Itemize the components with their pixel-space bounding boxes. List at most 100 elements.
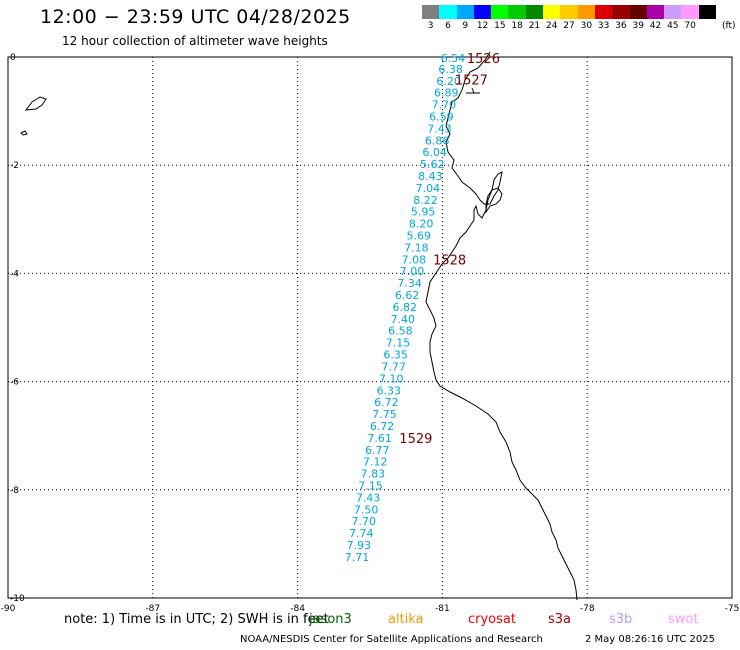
wave-height-value: 7.40 [391,313,416,326]
altimeter-track: 6.546.386.206.897.706.597.436.866.045.62… [345,52,466,564]
legend-label: 42 [649,21,662,31]
wave-height-value: 7.15 [386,337,411,350]
color-legend: 3 6 9 12 15 18 21 24 27 30 33 36 39 42 45 70 (ft) [422,5,736,31]
legend-swatch [456,5,474,19]
wave-height-value: 6.86 [425,134,450,147]
wave-height-value: 6.62 [395,289,420,302]
footer-credit: NOAA/NESDIS Center for Satellite Applica… [240,634,543,645]
wave-height-value: 7.08 [402,253,427,266]
legend-unit: (ft) [722,21,736,31]
wave-height-value: 8.22 [413,194,438,207]
x-tick-label: -87 [145,604,160,614]
legend-swatch [646,5,665,19]
y-tick-label: 0 [10,53,16,63]
wave-height-value: 6.38 [438,63,463,76]
legend-swatch [664,5,682,19]
legend-swatch [560,5,578,19]
legend-label: 24 [546,21,558,31]
wave-height-value: 7.70 [351,515,376,528]
wave-height-value: 7.77 [381,360,406,373]
x-tick-label: -90 [1,604,16,614]
satellite-s3b: s3b [609,612,633,627]
legend-swatch [422,5,440,19]
y-tick-label: -6 [10,378,19,388]
wave-height-value: 7.43 [427,122,452,135]
y-tick-label: -10 [10,594,25,604]
legend-swatch [525,5,544,19]
wave-height-value: 6.04 [422,146,447,159]
wave-height-value: 7.34 [397,277,422,290]
graticule: -90 -87 -84 -81 -78 -75 0 -2 -4 -6 -8 -10 [1,53,740,614]
legend-swatch [612,5,630,19]
satellite-jason3: jason3 [309,612,352,627]
legend-label: 18 [511,21,523,31]
footer-generated-time: 2 May 08:26:16 UTC 2025 [585,634,715,645]
wave-height-value: 7.50 [354,503,379,516]
coastline-galapagos-islet [20,130,28,136]
wave-height-value: 7.18 [404,241,429,254]
coastline [20,51,578,601]
x-tick-label: -84 [290,604,305,614]
coastline-inlet [466,87,480,94]
coastline-galapagos-island [24,96,47,111]
map-frame [7,56,733,599]
wave-height-value: 7.00 [400,265,425,278]
satellite-altika: altika [388,612,424,627]
wave-height-value: 5.62 [420,158,445,171]
wave-height-value: 7.61 [367,432,392,445]
wave-height-value: 6.72 [370,420,395,433]
wave-height-value: 8.20 [409,218,434,231]
wave-height-value: 6.72 [374,396,399,409]
legend-label: 70 [684,21,696,31]
satellite-s3a: s3a [548,612,572,627]
legend-swatch [473,5,492,19]
legend-swatch [439,5,457,19]
legend-label: 6 [445,21,451,31]
legend-label: 3 [427,21,434,31]
legend-label: 9 [462,21,469,31]
footer-note: note: 1) Time is in UTC; 2) SWH is in fe… [64,612,329,627]
legend-label: 39 [632,21,644,31]
x-tick-label: -75 [725,604,740,614]
y-tick-label: -8 [10,486,19,496]
pass-time-label: 1527 [455,74,488,89]
legend-swatch [594,5,613,19]
x-tick-label: -81 [435,604,450,614]
pass-time-label: 1526 [467,52,500,67]
wave-height-value: 7.04 [416,182,441,195]
legend-swatch [543,5,561,19]
wave-height-value: 6.54 [441,52,466,65]
legend-label: 36 [615,21,627,31]
wave-height-value: 6.89 [434,87,459,100]
wave-height-value: 7.71 [345,551,370,564]
wave-height-value: 7.10 [379,372,404,385]
wave-height-value: 7.12 [363,456,388,469]
wave-height-value: 6.35 [383,349,408,362]
wave-height-value: 8.43 [418,170,443,183]
y-tick-label: -2 [10,161,19,171]
y-tick-label: -4 [10,269,19,279]
legend-swatches [422,5,717,19]
pass-time-label: 1528 [433,253,466,268]
wave-height-value: 6.33 [377,384,402,397]
wave-height-value: 7.75 [372,408,397,421]
legend-labels: 3 6 9 12 15 18 21 24 27 30 33 36 39 42 45 70 [422,21,716,31]
wave-height-value: 6.59 [429,111,454,124]
wave-height-value: 6.82 [393,301,418,314]
pass-time-labels: 1526 1527 1528 1529 [399,52,500,447]
legend-swatch [577,5,595,19]
legend-label: 15 [494,21,506,31]
page-title: 12:00 − 23:59 UTC 04/28/2025 [40,6,351,28]
page-subtitle: 12 hour collection of altimeter wave hei… [62,34,328,48]
wave-height-value: 7.74 [349,527,374,540]
legend-label: 12 [476,21,489,31]
wave-height-value: 5.69 [406,230,431,243]
wave-height-value: 7.70 [432,99,457,112]
wave-height-value: 7.43 [356,491,381,504]
wave-height-value: 7.15 [358,479,383,492]
legend-swatch [508,5,526,19]
satellite-swot: swot [668,612,699,627]
legend-swatch [629,5,647,19]
legend-swatch [698,5,717,19]
